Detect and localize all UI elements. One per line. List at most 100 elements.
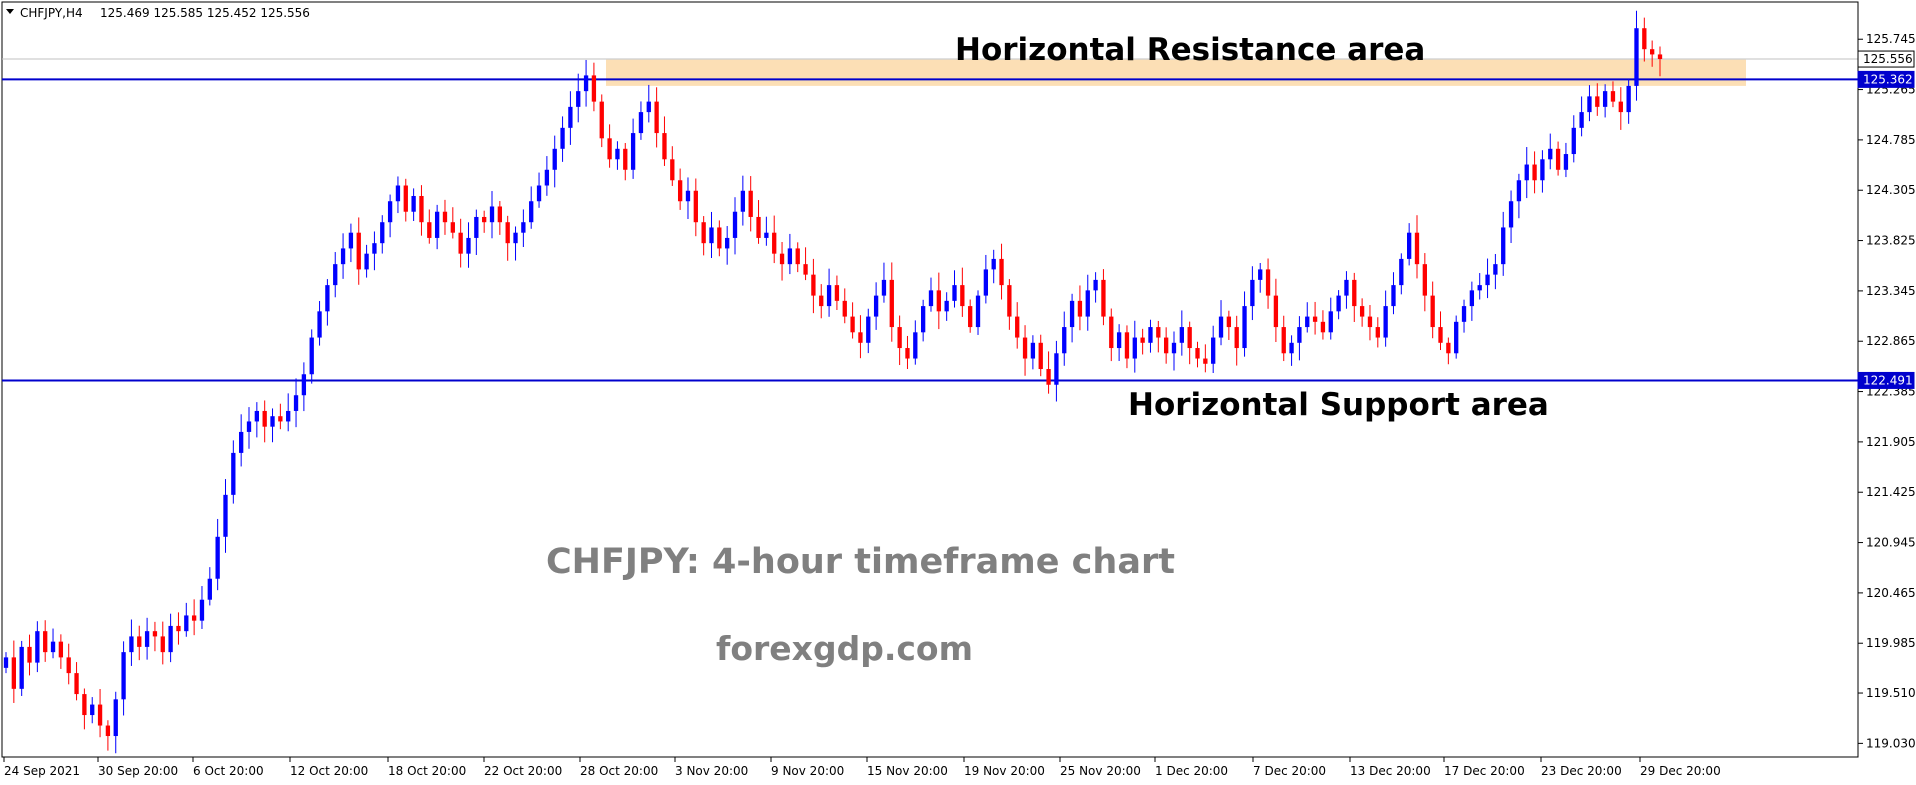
candle bbox=[442, 199, 448, 235]
x-tick-label: 28 Oct 20:00 bbox=[580, 764, 658, 778]
candle-body bbox=[1650, 49, 1655, 55]
candle bbox=[748, 176, 753, 232]
candle bbox=[474, 209, 479, 255]
candle-body bbox=[348, 232, 354, 249]
candle-body bbox=[654, 101, 659, 134]
candle-body bbox=[215, 536, 220, 579]
candle bbox=[1297, 316, 1302, 361]
x-tick-label: 3 Nov 20:00 bbox=[675, 764, 748, 778]
candle-body bbox=[583, 75, 589, 92]
candle-body bbox=[1336, 295, 1341, 312]
candle bbox=[1461, 299, 1467, 333]
candle-body bbox=[1116, 332, 1122, 349]
candle-body bbox=[113, 699, 118, 737]
candle-body bbox=[278, 416, 283, 422]
candle-body bbox=[1359, 306, 1365, 317]
candle-body bbox=[685, 190, 691, 202]
candle bbox=[1446, 337, 1451, 365]
y-tick-label: 121.905 bbox=[1866, 435, 1916, 449]
candle bbox=[1359, 298, 1365, 327]
candle-body bbox=[991, 258, 996, 270]
candle bbox=[1493, 254, 1498, 290]
candle-body bbox=[1618, 101, 1623, 113]
candle-body bbox=[591, 75, 597, 102]
candle-body bbox=[1022, 337, 1028, 359]
candle-body bbox=[1532, 164, 1537, 181]
candle bbox=[638, 101, 644, 140]
price-tags: 125.556 125.362 122.491 bbox=[1857, 50, 1915, 389]
candle-body bbox=[1407, 232, 1412, 259]
candle bbox=[1367, 305, 1373, 341]
candle bbox=[293, 378, 299, 428]
candle bbox=[568, 91, 573, 145]
candle-body bbox=[787, 248, 793, 265]
collapse-triangle-icon[interactable] bbox=[6, 9, 14, 14]
candle bbox=[43, 620, 48, 662]
candle-body bbox=[1642, 28, 1647, 50]
candle-body bbox=[427, 222, 432, 238]
candle bbox=[144, 617, 150, 660]
x-tick-label: 12 Oct 20:00 bbox=[290, 764, 368, 778]
candle bbox=[1069, 293, 1075, 343]
candle-body bbox=[160, 636, 165, 653]
candle bbox=[583, 59, 589, 107]
price-axis[interactable]: 125.745125.265124.785124.305123.825123.3… bbox=[1858, 32, 1916, 750]
candle bbox=[1501, 211, 1506, 276]
candle-body bbox=[1101, 279, 1106, 317]
x-tick-label: 23 Dec 20:00 bbox=[1541, 764, 1622, 778]
candle bbox=[1657, 46, 1663, 77]
candle bbox=[1524, 147, 1529, 199]
candle bbox=[215, 518, 220, 591]
candle bbox=[1485, 258, 1490, 299]
candle-body bbox=[1438, 327, 1443, 343]
candle-body bbox=[1375, 327, 1380, 338]
candle-body bbox=[1273, 295, 1279, 328]
candle-body bbox=[842, 300, 847, 317]
candle bbox=[1602, 84, 1608, 118]
candle bbox=[364, 244, 369, 278]
candle bbox=[1132, 320, 1137, 373]
candle-body bbox=[1328, 311, 1333, 333]
candle-body bbox=[82, 694, 87, 716]
candle bbox=[1579, 96, 1584, 137]
candle-body bbox=[1124, 332, 1130, 359]
candle bbox=[434, 204, 440, 250]
candle-body bbox=[599, 101, 604, 139]
candle bbox=[811, 258, 816, 314]
candle bbox=[505, 215, 510, 261]
candle bbox=[466, 222, 471, 268]
candle bbox=[764, 216, 769, 246]
price-tag: 125.362 bbox=[1857, 70, 1915, 88]
candle bbox=[1218, 300, 1224, 346]
candle bbox=[489, 191, 495, 239]
candle bbox=[1242, 291, 1247, 357]
candle bbox=[591, 62, 597, 112]
candle-body bbox=[1218, 316, 1224, 338]
candle bbox=[50, 628, 56, 659]
time-axis[interactable]: 24 Sep 2021 30 Sep 20:00 6 Oct 20:00 12 Oct… bbox=[3, 757, 1721, 778]
candle-body bbox=[380, 222, 385, 244]
candle bbox=[262, 400, 267, 443]
candle-body bbox=[513, 232, 518, 244]
candle-body bbox=[1226, 316, 1232, 328]
candle bbox=[168, 613, 173, 663]
candle bbox=[427, 209, 432, 244]
candle-body bbox=[191, 615, 197, 621]
candle bbox=[301, 362, 307, 412]
candle bbox=[1320, 310, 1326, 340]
candle-body bbox=[623, 148, 628, 170]
candle bbox=[536, 172, 542, 208]
candle bbox=[199, 586, 205, 629]
candle bbox=[223, 479, 228, 553]
candle-body bbox=[529, 201, 534, 223]
candle-body bbox=[317, 311, 322, 338]
support-label: Horizontal Support area bbox=[1128, 387, 1549, 423]
candle-body bbox=[536, 185, 542, 202]
candle-body bbox=[58, 641, 64, 658]
candle bbox=[826, 268, 832, 317]
candle bbox=[1203, 344, 1208, 373]
candle-body bbox=[1289, 342, 1294, 354]
candle-body bbox=[936, 290, 941, 312]
